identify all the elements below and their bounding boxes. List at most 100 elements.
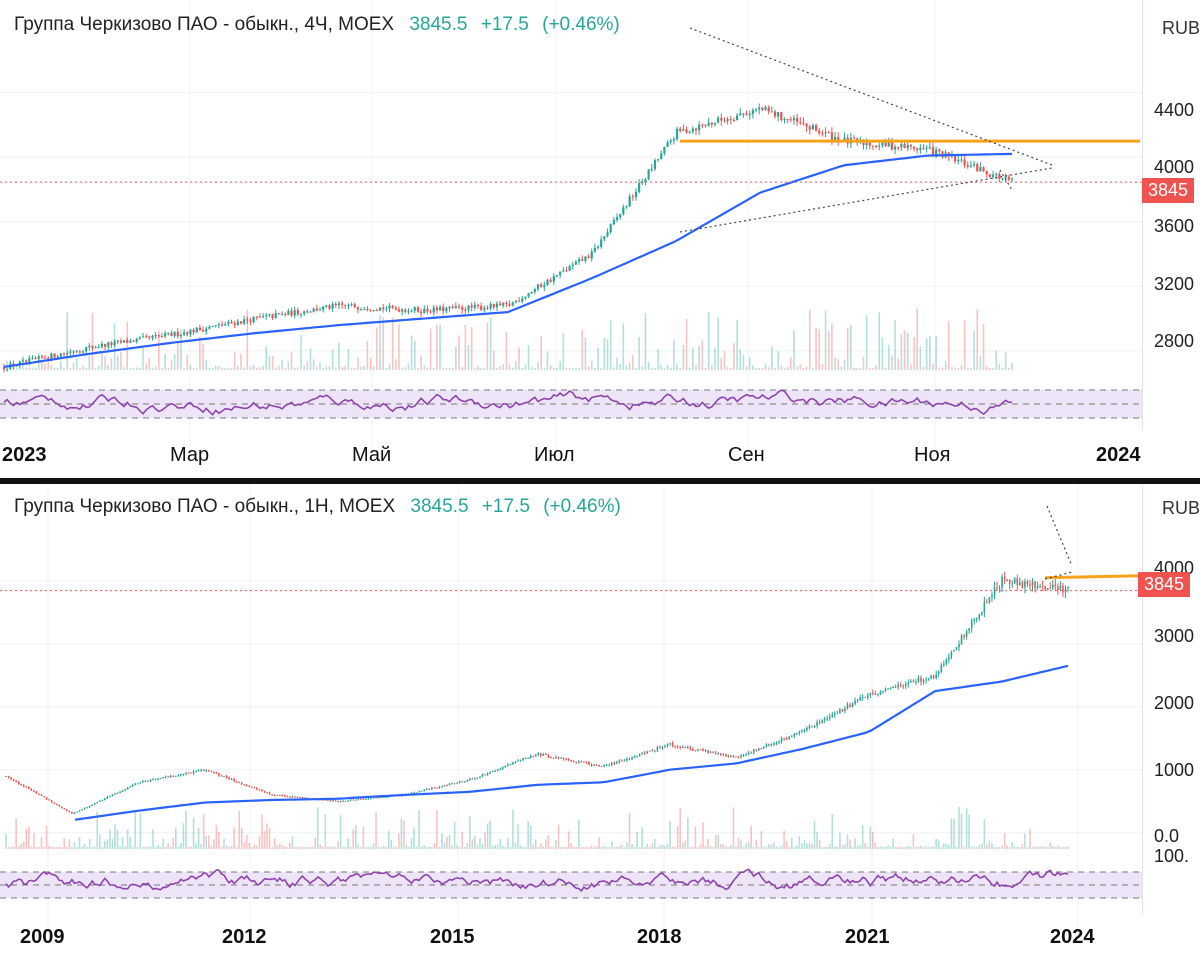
candle-body: [451, 306, 454, 309]
volume-bar: [278, 844, 281, 849]
candle-body: [998, 587, 1001, 589]
volume-bar: [849, 839, 851, 849]
currency-label[interactable]: RUB: [1162, 498, 1200, 518]
volume-bar: [441, 833, 443, 849]
volume-bar: [747, 841, 750, 849]
chart-4h-canvas[interactable]: [0, 0, 1200, 478]
volume-bar: [875, 365, 877, 370]
candle-body: [60, 806, 63, 809]
volume-bar: [195, 367, 198, 370]
candle-body: [661, 746, 664, 749]
candle-body: [1062, 585, 1064, 593]
candle-body: [213, 771, 215, 773]
candle-body: [868, 142, 871, 146]
candle-body: [837, 136, 840, 142]
candle-body: [337, 801, 339, 803]
candle-body: [729, 118, 732, 120]
candle-body: [251, 786, 253, 788]
volume-bar: [821, 846, 823, 849]
candle-body: [331, 303, 334, 309]
volume-bar: [954, 367, 956, 370]
volume-bar: [50, 846, 53, 849]
volume-bar: [717, 834, 720, 849]
volume-bar: [94, 367, 97, 370]
volume-bar: [970, 846, 973, 849]
volume-bar: [104, 356, 106, 370]
volume-bar: [63, 838, 66, 849]
volume-bar: [527, 821, 529, 849]
volume-bar: [864, 843, 867, 849]
candle-body: [435, 307, 439, 311]
volume-bar: [910, 846, 912, 849]
candle-body: [78, 810, 81, 812]
volume-bar: [76, 846, 78, 849]
volume-bar: [202, 343, 204, 370]
candle-body: [85, 347, 88, 352]
chart-title-4h: Группа Черкизово ПАО - обыкн., 4Ч, MOEX …: [14, 14, 620, 36]
volume-bar: [986, 844, 988, 849]
candle-body: [527, 293, 530, 297]
volume-bar: [897, 846, 899, 849]
volume-bar: [1046, 846, 1049, 849]
candle-body: [290, 310, 293, 316]
candle-body: [699, 749, 702, 751]
candle-body: [628, 196, 631, 207]
volume-bar: [953, 818, 955, 849]
triangle-pattern-line: [689, 27, 1053, 166]
volume-bar: [874, 842, 877, 849]
candle-body: [278, 795, 281, 797]
volume-bar: [489, 317, 492, 370]
candle-body: [685, 129, 688, 133]
volume-bar: [603, 845, 605, 849]
candle-body: [420, 311, 423, 314]
candle-body: [638, 183, 641, 192]
volume-bar: [5, 833, 7, 849]
volume-bar: [214, 365, 217, 370]
volume-bar: [512, 809, 514, 849]
candle-body: [200, 769, 202, 771]
x-tick: 2015: [430, 926, 475, 948]
candle-body: [761, 107, 764, 110]
price-axis-1w[interactable]: [1142, 484, 1200, 916]
candle-body: [491, 771, 494, 773]
candle-body: [798, 731, 801, 734]
candle-body: [619, 214, 622, 218]
volume-bar: [676, 826, 679, 849]
candle-body: [881, 141, 884, 146]
candle-body: [631, 756, 633, 759]
volume-bar: [233, 352, 236, 370]
candle-body: [179, 334, 183, 337]
volume-bar: [263, 830, 266, 849]
volume-bar: [761, 367, 764, 370]
candle-body: [205, 770, 208, 772]
candle-body: [492, 303, 495, 308]
volume-bar: [631, 843, 633, 849]
volume-bar: [314, 837, 317, 849]
currency-label[interactable]: RUB: [1162, 18, 1200, 38]
volume-bar: [998, 846, 1001, 849]
chart-1w-canvas[interactable]: [0, 484, 1200, 966]
volume-bar: [684, 840, 687, 849]
volume-bar: [410, 335, 413, 370]
price-axis-4h[interactable]: [1142, 0, 1200, 430]
volume-bar: [613, 367, 615, 370]
candle-body: [631, 196, 634, 198]
volume-bar: [598, 837, 600, 849]
candle-body: [442, 306, 445, 312]
candle-body: [175, 775, 177, 777]
candle-body: [255, 316, 258, 318]
candle-body: [811, 726, 813, 728]
candle-body: [486, 772, 489, 775]
candle-body: [287, 310, 290, 315]
volume-bar: [312, 359, 315, 370]
candle-body: [56, 356, 59, 358]
volume-bar: [207, 835, 210, 849]
candle-body: [12, 779, 15, 781]
volume-bar: [659, 845, 661, 849]
candle-body: [821, 133, 824, 135]
candle-body: [953, 649, 955, 652]
volume-bar: [291, 836, 294, 849]
volume-bar: [469, 816, 471, 849]
candle-body: [273, 795, 276, 797]
candle-body: [100, 343, 104, 348]
